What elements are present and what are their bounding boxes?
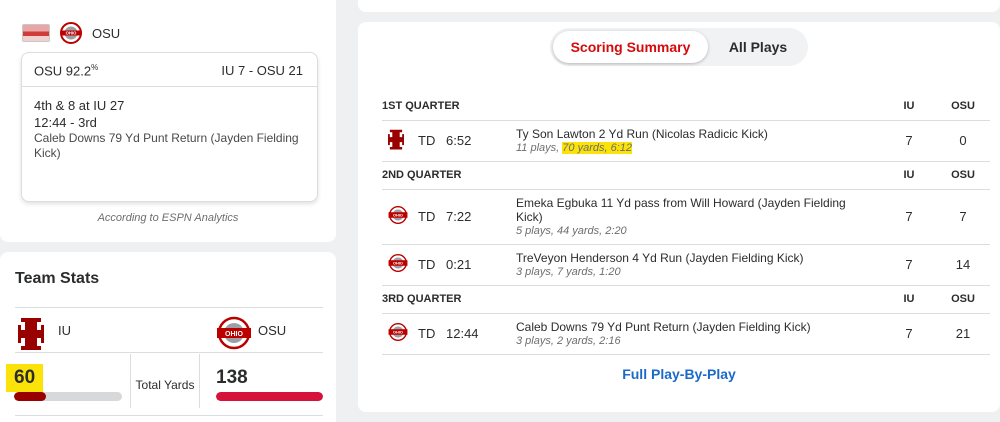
quarter-header: 3RD QUARTER IU OSU (382, 285, 990, 314)
win-probability-header: OSU 92.2% IU 7 - OSU 21 (22, 53, 317, 87)
last-play-description: Caleb Downs 79 Yd Punt Return (Jayden Fi… (34, 131, 299, 160)
game-score: IU 7 - OSU 21 (221, 63, 303, 78)
clock-quarter: 12:44 - 3rd (34, 115, 97, 130)
column-home: OSU (936, 161, 990, 190)
osu-logo-icon: OHIO (217, 316, 251, 350)
drive-summary: 3 plays, 2 yards, 2:16 (516, 334, 621, 347)
quarter-header: 1ST QUARTER IU OSU (382, 92, 990, 121)
scoring-play-row[interactable]: OHIO TD 12:44 Caleb Downs 79 Yd Punt Return… (382, 313, 990, 355)
column-home: OSU (936, 285, 990, 314)
svg-text:OHIO: OHIO (393, 330, 403, 335)
home-score: 0 (936, 120, 990, 162)
scoring-summary-card: Scoring Summary All Plays 1ST QUARTER IU O… (358, 22, 1000, 412)
home-stat-bar-fill (216, 392, 323, 401)
osu-logo-icon: OHIO (388, 205, 408, 228)
quarter-header: 2ND QUARTER IU OSU (382, 161, 990, 190)
away-score: 7 (882, 244, 936, 286)
score-type: TD (410, 120, 446, 162)
score-time: 12:44 (446, 313, 504, 355)
play-title: Ty Son Lawton 2 Yd Run (Nicolas Radicic … (516, 126, 768, 141)
home-score: 21 (936, 313, 990, 355)
osu-logo-icon: OHIO (388, 322, 408, 345)
svg-text:OHIO: OHIO (393, 261, 403, 266)
upper-card-edge (358, 0, 1000, 12)
away-stat-bar-fill (14, 392, 47, 401)
full-play-by-play-link[interactable]: Full Play-By-Play (622, 366, 736, 382)
drive-summary: 11 plays, 70 yards, 6:12 (516, 141, 632, 154)
home-team-abbr: OSU (258, 323, 287, 338)
play-description: Caleb Downs 79 Yd Punt Return (Jayden Fi… (504, 313, 882, 355)
game-situation: 4th & 8 at IU 27 12:44 - 3rd Caleb Downs… (22, 87, 317, 171)
svg-text:OHIO: OHIO (393, 213, 403, 218)
team-color-swatch (22, 24, 50, 42)
divider (15, 307, 323, 308)
column-home: OSU (936, 92, 990, 121)
down-distance: 4th & 8 at IU 27 (34, 98, 125, 113)
stat-label-total-yards: Total Yards (130, 354, 200, 408)
team-stats-title: Team Stats (15, 270, 100, 287)
iu-logo-icon (388, 129, 404, 153)
score-time: 0:21 (446, 244, 504, 286)
score-time: 6:52 (446, 120, 504, 162)
view-toggle: Scoring Summary All Plays (550, 28, 808, 66)
score-type: TD (410, 313, 446, 355)
column-away: IU (882, 92, 936, 121)
scoring-play-row[interactable]: OHIO TD 0:21 TreVeyon Henderson 4 Yd Run (J… (382, 244, 990, 286)
play-title: Caleb Downs 79 Yd Punt Return (Jayden Fi… (516, 319, 811, 334)
play-description: TreVeyon Henderson 4 Yd Run (Jayden Fiel… (504, 244, 882, 286)
scoring-play-row[interactable]: OHIO TD 7:22 Emeka Egbuka 11 Yd pass from W… (382, 189, 990, 245)
iu-logo-icon (18, 318, 44, 350)
osu-logo-icon: OHIO (388, 253, 408, 276)
svg-text:OHIO: OHIO (225, 331, 243, 338)
quarter-label: 3RD QUARTER (382, 285, 882, 314)
away-score: 7 (882, 120, 936, 162)
tab-scoring-summary[interactable]: Scoring Summary (553, 31, 708, 63)
win-probability-value: OSU 92.2% (34, 63, 99, 79)
divider (15, 415, 323, 416)
scoring-play-row[interactable]: TD 6:52 Ty Son Lawton 2 Yd Run (Nicolas Ra… (382, 120, 990, 162)
away-stat-value: 60 (6, 364, 44, 392)
svg-text:OHIO: OHIO (66, 31, 77, 36)
osu-logo-icon: OHIO (60, 22, 82, 44)
home-stat-bar (216, 392, 323, 401)
play-title: TreVeyon Henderson 4 Yd Run (Jayden Fiel… (516, 250, 804, 265)
tab-all-plays[interactable]: All Plays (728, 39, 788, 55)
home-score: 14 (936, 244, 990, 286)
quarter-label: 1ST QUARTER (382, 92, 882, 121)
home-stat-value: 138 (216, 367, 248, 388)
divider (15, 352, 323, 353)
leading-team-line: OHIO OSU (22, 22, 120, 44)
win-probability-box: OSU 92.2% IU 7 - OSU 21 4th & 8 at IU 27… (21, 52, 318, 202)
score-time: 7:22 (446, 189, 504, 245)
drive-summary: 3 plays, 7 yards, 1:20 (516, 265, 621, 278)
team-abbr: OSU (92, 25, 121, 41)
play-description: Emeka Egbuka 11 Yd pass from Will Howard… (504, 189, 882, 245)
column-away: IU (882, 161, 936, 190)
away-stat-bar (14, 392, 122, 401)
away-score: 7 (882, 189, 936, 245)
scoring-table: 1ST QUARTER IU OSU TD 6:52 Ty Son Lawton 2 Yd… (382, 92, 990, 355)
highlighted-drive-stats: 70 yards, 6:12 (562, 141, 632, 154)
play-description: Ty Son Lawton 2 Yd Run (Nicolas Radicic … (504, 120, 882, 162)
quarter-label: 2ND QUARTER (382, 161, 882, 190)
drive-summary: 5 plays, 44 yards, 2:20 (516, 224, 627, 237)
analytics-attribution: According to ESPN Analytics (97, 212, 239, 224)
column-away: IU (882, 285, 936, 314)
away-score: 7 (882, 313, 936, 355)
win-probability-card: OHIO OSU OSU 92.2% IU 7 - OSU 21 4th & 8… (0, 0, 336, 242)
home-score: 7 (936, 189, 990, 245)
score-type: TD (410, 244, 446, 286)
score-type: TD (410, 189, 446, 245)
play-title: Emeka Egbuka 11 Yd pass from Will Howard… (516, 195, 846, 224)
away-team-abbr: IU (58, 323, 71, 338)
